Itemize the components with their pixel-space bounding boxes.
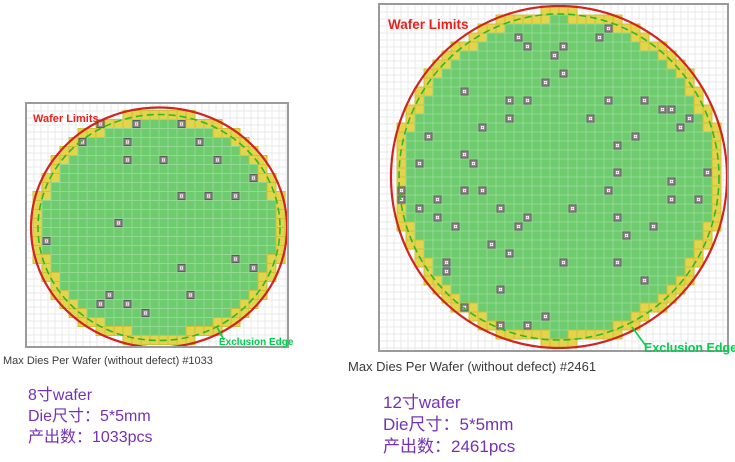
yield-text-8in: 产出数：1033pcs xyxy=(28,429,153,446)
wafer-info-12in: 12寸wafer Die尺寸：5*5mm 产出数：2461pcs xyxy=(383,392,515,458)
wafer-size-text-8in: 8寸wafer xyxy=(28,387,93,404)
exclusion-edge-label-12in: Exclusion Edge xyxy=(644,341,735,355)
die-size-text-12in: Die尺寸：5*5mm xyxy=(383,415,514,434)
wafer-limits-label-8in: Wafer Limits xyxy=(33,113,99,125)
wafer-map-8in-svg xyxy=(27,104,287,346)
wafer-size-text-12in: 12寸wafer xyxy=(383,393,461,412)
caption-12in: Max Dies Per Wafer (without defect) #246… xyxy=(348,359,597,374)
yield-text-12in: 产出数：2461pcs xyxy=(383,437,516,456)
exclusion-edge-label-8in: Exclusion Edge xyxy=(219,337,294,348)
caption-8in: Max Dies Per Wafer (without defect) #103… xyxy=(3,355,213,367)
wafer-info-8in: 8寸wafer Die尺寸：5*5mm 产出数：1033pcs xyxy=(28,385,153,448)
wafer-map-12in-svg xyxy=(380,5,727,350)
wafer-map-8in-plot: Wafer Limits Exclusion Edge xyxy=(25,102,293,348)
wafer-map-12in-plot: Wafer Limits Exclusion Edge xyxy=(378,3,735,354)
die-size-text-8in: Die尺寸：5*5mm xyxy=(28,408,151,425)
wafer-limits-label-12in: Wafer Limits xyxy=(388,17,469,32)
